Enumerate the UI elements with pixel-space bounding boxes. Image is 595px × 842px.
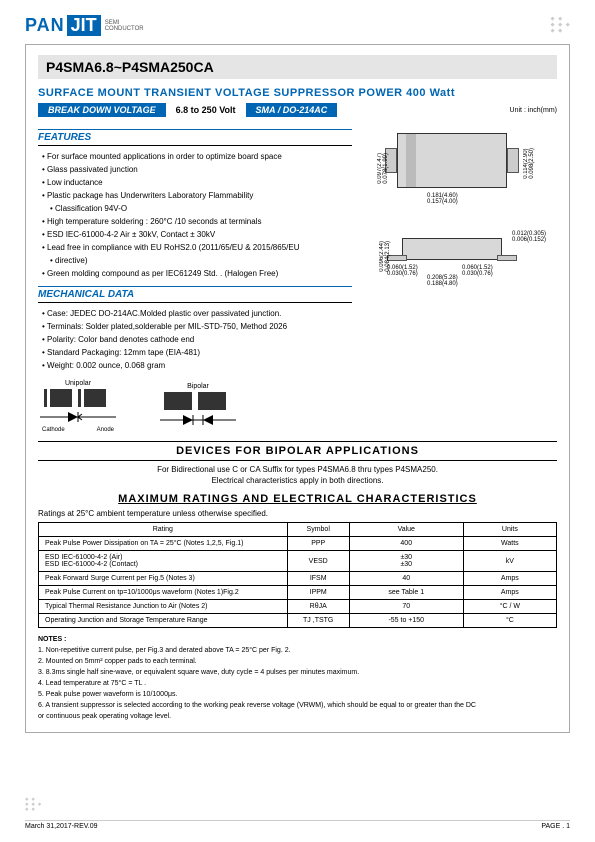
note-item: 5. Peak pulse power waveform is 10/1000μ… [38, 689, 557, 700]
unipolar-symbol: Unipolar Cathode Anode [38, 380, 118, 433]
mech-item: Polarity: Color band denotes cathode end [42, 333, 352, 346]
bipolar-text2: Electrical characteristics apply in both… [38, 476, 557, 485]
table-row: ESD IEC-61000-4-2 (Air) ESD IEC-61000-4-… [39, 551, 557, 572]
mechanical-list: Case: JEDEC DO-214AC.Molded plastic over… [38, 307, 352, 372]
notes-heading: NOTES : [38, 634, 557, 645]
feature-item: Classification 94V-O [42, 202, 352, 215]
dim: 0.060(1.52)0.030(0.76) [387, 265, 418, 277]
pkg-side-view: 0.012(0.305)0.006(0.152) 0.096(2.44)0.08… [367, 223, 557, 293]
note-item: 4. Lead temperature at 75°C = TL . [38, 678, 557, 689]
unipolar-icon [38, 387, 118, 425]
table-row: Peak Pulse Current on tp=10/1000μs wavef… [39, 586, 557, 600]
page-footer: March 31,2017-REV.09 PAGE . 1 [25, 820, 570, 830]
package-drawings: 0.097(2.47)0.078(1.99) 0.114(2.90)0.098(… [367, 123, 557, 372]
feature-item: Green molding compound as per IEC61249 S… [42, 267, 352, 280]
mech-item: Standard Packaging: 12mm tape (EIA-481) [42, 346, 352, 359]
notes-section: NOTES : 1. Non-repetitive current pulse,… [38, 634, 557, 722]
table-row: Typical Thermal Resistance Junction to A… [39, 600, 557, 614]
feature-item: Plastic package has Underwriters Laborat… [42, 189, 352, 202]
pkg-body-side [402, 238, 502, 260]
badge-breakdown: BREAK DOWN VOLTAGE [38, 103, 166, 117]
badge-row: BREAK DOWN VOLTAGE 6.8 to 250 Volt SMA /… [38, 103, 557, 117]
max-ratings-heading: MAXIMUM RATINGS AND ELECTRICAL CHARACTER… [38, 493, 557, 505]
dim: 0.012(0.305)0.006(0.152) [512, 231, 546, 243]
pkg-body [397, 133, 507, 188]
max-ratings-note: Ratings at 25°C ambient temperature unle… [38, 509, 557, 518]
table-row: Peak Pulse Power Dissipation on TA = 25°… [39, 537, 557, 551]
note-item: 3. 8.3ms single half sine-wave, or equiv… [38, 667, 557, 678]
logo-pan: PAN [25, 15, 65, 36]
dim: 0.060(1.52)0.030(0.76) [462, 265, 493, 277]
mechanical-heading: MECHANICAL DATA [38, 286, 352, 303]
bipolar-text1: For Bidirectional use C or CA Suffix for… [38, 465, 557, 474]
features-list: For surface mounted applications in orde… [38, 150, 352, 280]
features-heading: FEATURES [38, 129, 352, 146]
logo-subtitle: SEMI CONDUCTOR [105, 20, 144, 32]
ratings-table: Rating Symbol Value Units Peak Pulse Pow… [38, 522, 557, 628]
note-item: 2. Mounted on 5mm² copper pads to each t… [38, 656, 557, 667]
badge-package: SMA / DO-214AC [246, 103, 338, 117]
mech-item: Weight: 0.002 ounce, 0.068 gram [42, 359, 352, 372]
decorative-dots-tr: ⬩ ⬩⬩ ⬩ ⬩⬩ ⬩ [550, 15, 570, 33]
footer-date: March 31,2017-REV.09 [25, 823, 98, 830]
decorative-dots-bl: ⬩ ⬩⬩ ⬩ ⬩⬩ ⬩ [25, 797, 41, 812]
feature-item: High temperature soldering : 260°C /10 s… [42, 215, 352, 228]
feature-item: Low inductance [42, 176, 352, 189]
bipolar-symbol: Bipolar [158, 383, 238, 430]
badge-breakdown-value: 6.8 to 250 Volt [176, 105, 236, 115]
unit-label: Unit : inch(mm) [510, 107, 557, 114]
th-value: Value [349, 523, 463, 537]
footer-page: PAGE . 1 [541, 823, 570, 830]
mech-item: Case: JEDEC DO-214AC.Molded plastic over… [42, 307, 352, 320]
left-column: FEATURES For surface mounted application… [38, 123, 352, 372]
dim: 0.114(2.90)0.098(2.50) [523, 148, 535, 179]
bipolar-icon [158, 390, 238, 428]
content-row: FEATURES For surface mounted application… [38, 123, 557, 372]
dim: 0.097(2.47)0.078(1.99) [377, 153, 389, 184]
table-row: Operating Junction and Storage Temperatu… [39, 614, 557, 628]
note-item: or continuous peak operating voltage lev… [38, 711, 557, 722]
part-number-title: P4SMA6.8~P4SMA250CA [38, 55, 557, 79]
feature-item: directive) [42, 254, 352, 267]
th-symbol: Symbol [287, 523, 349, 537]
pkg-top-view: 0.097(2.47)0.078(1.99) 0.114(2.90)0.098(… [367, 123, 557, 213]
table-header-row: Rating Symbol Value Units [39, 523, 557, 537]
subtitle: SURFACE MOUNT TRANSIENT VOLTAGE SUPPRESS… [38, 87, 557, 99]
main-content: P4SMA6.8~P4SMA250CA SURFACE MOUNT TRANSI… [25, 44, 570, 733]
mech-item: Terminals: Solder plated,solderable per … [42, 320, 352, 333]
feature-item: Lead free in compliance with EU RoHS2.0 … [42, 241, 352, 254]
th-units: Units [463, 523, 556, 537]
feature-item: For surface mounted applications in orde… [42, 150, 352, 163]
dim: 0.208(5.28)0.188(4.80) [427, 275, 458, 287]
lead-right [507, 148, 519, 173]
feature-item: Glass passivated junction [42, 163, 352, 176]
note-item: 6. A transient suppressor is selected ac… [38, 700, 557, 711]
feature-item: ESD IEC-61000-4-2 Air ± 30kV, Contact ± … [42, 228, 352, 241]
logo: PAN JIT SEMI CONDUCTOR [25, 15, 570, 36]
note-item: 1. Non-repetitive current pulse, per Fig… [38, 645, 557, 656]
logo-jit: JIT [67, 15, 101, 36]
th-rating: Rating [39, 523, 288, 537]
polarity-symbols: Unipolar Cathode Anode Bipolar [38, 380, 557, 433]
table-row: Peak Forward Surge Current per Fig.5 (No… [39, 572, 557, 586]
dim: 0.181(4.60)0.157(4.00) [427, 193, 458, 205]
cathode-band [406, 134, 416, 187]
bipolar-heading: DEVICES FOR BIPOLAR APPLICATIONS [38, 441, 557, 461]
lead-side-r [497, 255, 517, 261]
